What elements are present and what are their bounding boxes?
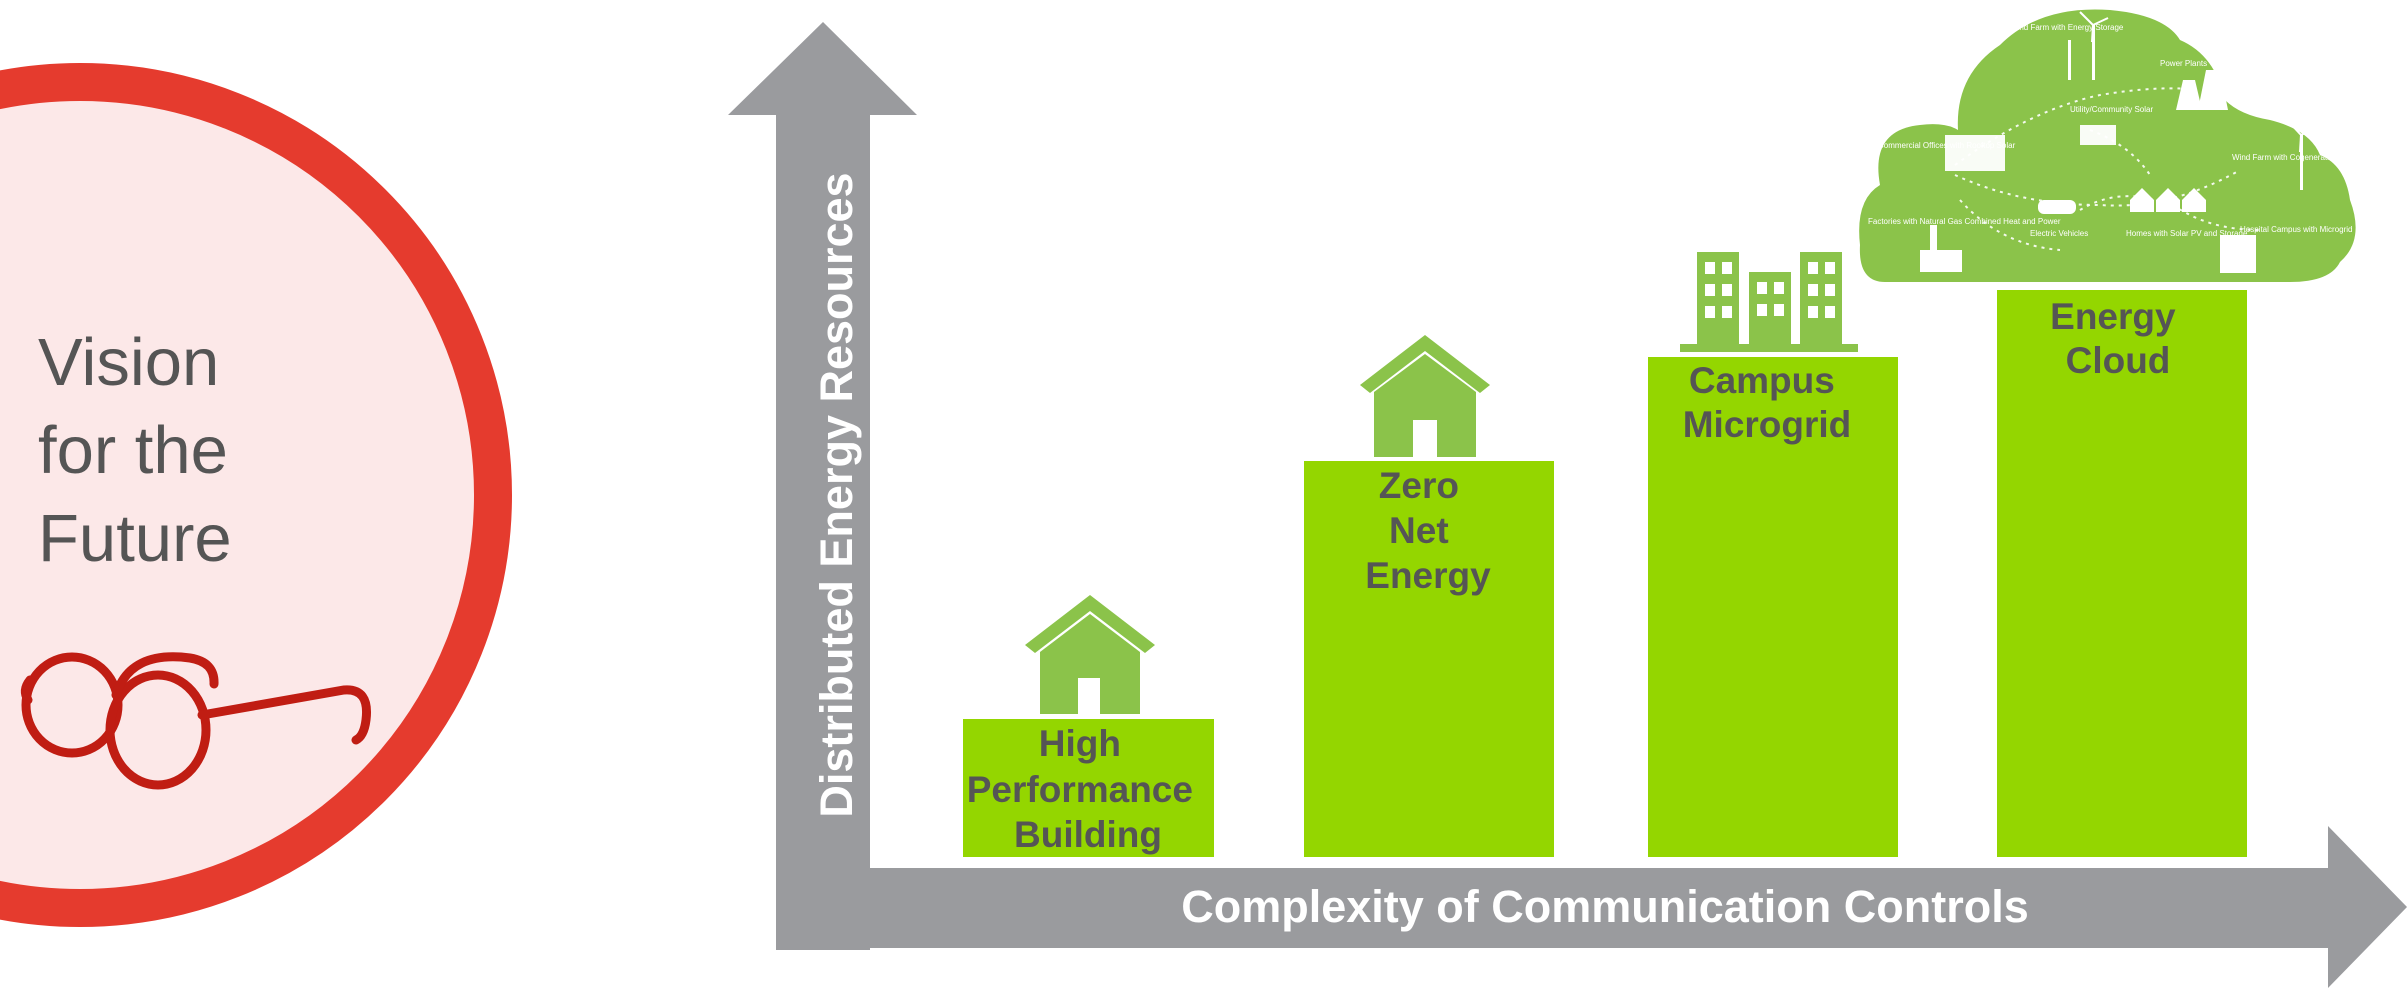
y-axis-arrow [728, 22, 917, 950]
vision-line-3: Future [38, 501, 232, 576]
vision-title: Vision for the Future [38, 325, 247, 576]
cloud-label: Wind Farm with Energy Storage [2010, 23, 2124, 32]
bar-1-line-3: Building [1014, 814, 1162, 855]
cloud-label: Commercial Offices with Rooftop Solar [1878, 141, 2016, 150]
bar-label-campus-microgrid: Campus Microgrid [1683, 360, 1852, 445]
bar-zero-net-energy [1304, 461, 1554, 857]
bar-2-line-2: Net [1389, 510, 1449, 551]
cloud-label: Hospital Campus with Microgrid [2240, 225, 2352, 234]
bar-energy-cloud [1997, 290, 2247, 857]
cloud-label: Wind Farm with Cogeneration [2232, 153, 2338, 162]
cloud-label: Factories with Natural Gas Combined Heat… [1868, 217, 2061, 226]
x-axis-label: Complexity of Communication Controls [1181, 881, 2029, 932]
bar-2-line-1: Zero [1379, 465, 1459, 506]
bar-label-energy-cloud: Energy Cloud [2050, 296, 2186, 381]
vision-panel: Vision for the Future [0, 63, 512, 927]
bar-3-line-2: Microgrid [1683, 404, 1852, 445]
bar-high-performance-building [963, 719, 1214, 857]
buildings-icon [1680, 252, 1858, 352]
glasses-icon [20, 652, 372, 790]
bar-campus-microgrid [1648, 357, 1898, 857]
bars [963, 290, 2247, 857]
bar-2-line-3: Energy [1365, 555, 1491, 596]
bar-1-line-1: High [1039, 723, 1121, 764]
cloud-label: Power Plants [2160, 59, 2207, 68]
bar-4-line-2: Cloud [2066, 340, 2171, 381]
house-icon [1360, 335, 1490, 457]
y-axis-label: Distributed Energy Resources [811, 172, 862, 817]
vision-line-1: Vision [38, 325, 219, 400]
cloud-label: Electric Vehicles [2030, 229, 2088, 238]
vision-circle [0, 63, 512, 927]
axes [728, 22, 2407, 988]
vision-line-2: for the [38, 413, 228, 488]
bar-4-line-1: Energy [2050, 296, 2176, 337]
x-axis-arrow [776, 826, 2407, 988]
bar-3-line-1: Campus [1689, 360, 1835, 401]
bar-label-zero-net-energy: Zero Net Energy [1365, 465, 1491, 596]
energy-cloud-icon: Wind Farm with Energy Storage Power Plan… [1859, 9, 2356, 282]
cloud-label: Homes with Solar PV and Storage [2126, 229, 2248, 238]
house-icon [1025, 595, 1155, 714]
bar-1-line-2: Performance [967, 769, 1193, 810]
bar-label-high-performance-building: High Performance Building [967, 723, 1204, 855]
cloud-label: Utility/Community Solar [2070, 105, 2153, 114]
